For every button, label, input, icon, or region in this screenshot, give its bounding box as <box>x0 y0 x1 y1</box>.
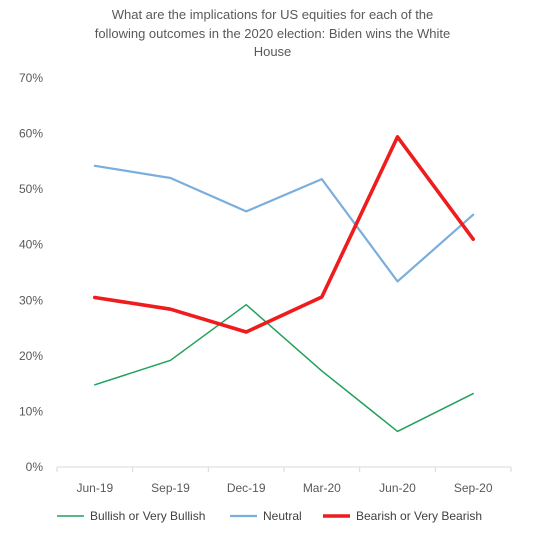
x-tick-label: Jun-19 <box>76 481 113 495</box>
x-tick-label: Jun-20 <box>379 481 416 495</box>
series-line-neutral <box>93 164 475 283</box>
legend-label: Bullish or Very Bullish <box>90 509 205 523</box>
chart-title-line-1: What are the implications for US equitie… <box>111 7 434 22</box>
x-tick-label: Sep-19 <box>151 481 190 495</box>
y-tick-label: 60% <box>19 127 43 141</box>
legend-label: Neutral <box>263 509 302 523</box>
series-line-bullish-or-very-bullish <box>94 303 474 433</box>
series-line-bearish-or-very-bearish <box>93 135 476 334</box>
y-tick-label: 10% <box>19 404 43 418</box>
y-tick-label: 70% <box>19 71 43 85</box>
y-tick-label: 50% <box>19 182 43 196</box>
chart-title-line-3: House <box>253 44 292 59</box>
x-tick-label: Dec-19 <box>227 481 266 495</box>
y-tick-label: 0% <box>26 460 44 474</box>
y-tick-label: 40% <box>19 238 43 252</box>
y-tick-label: 20% <box>19 349 43 363</box>
chart-title-line-2: following outcomes in the 2020 election:… <box>94 26 451 41</box>
y-tick-label: 30% <box>19 293 43 307</box>
x-tick-label: Mar-20 <box>303 481 341 495</box>
x-tick-label: Sep-20 <box>454 481 493 495</box>
legend-label: Bearish or Very Bearish <box>356 509 482 523</box>
